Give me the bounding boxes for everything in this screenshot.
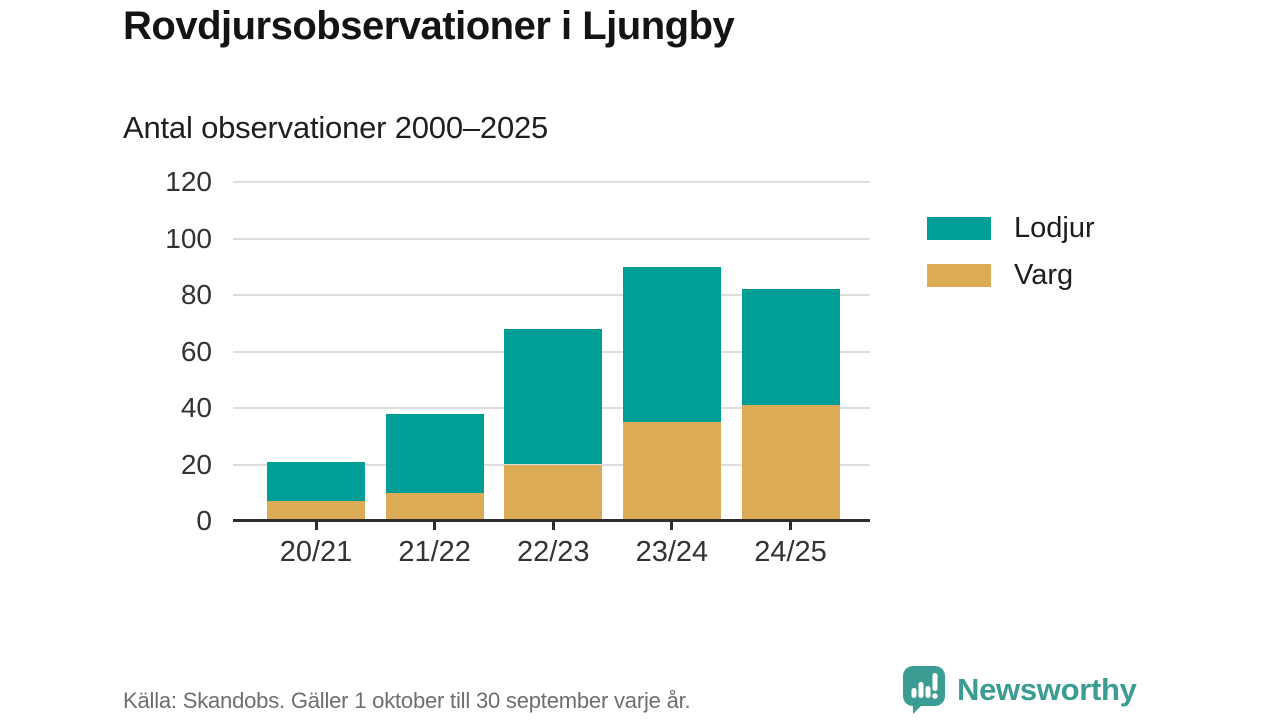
- bar-segment-varg-21-22: [385, 492, 484, 521]
- y-axis-label: 20: [180, 448, 212, 480]
- bar-segment-lodjur-23-24: [622, 266, 721, 423]
- legend-swatch-varg: [927, 264, 991, 287]
- bar-segment-varg-23-24: [622, 422, 721, 521]
- bar-chart-plot-area: 0 20 40 60 80 100 120 20/21 21/22 22/23 23/24 24/25: [165, 168, 870, 568]
- bar-segment-lodjur-22-23: [504, 328, 603, 465]
- newsworthy-bubble-icon: [903, 666, 945, 714]
- gridline: [233, 237, 870, 240]
- gridline: [233, 181, 870, 183]
- bar-segment-varg-22-23: [504, 464, 603, 521]
- x-axis-tick: [433, 521, 437, 530]
- x-axis-tick: [551, 521, 555, 530]
- y-axis-label: 120: [165, 166, 212, 197]
- x-axis-tick: [670, 521, 674, 530]
- bar-segment-varg-24-25: [741, 405, 840, 521]
- bar-segment-lodjur-20-21: [267, 461, 365, 502]
- y-axis-label: 100: [165, 222, 212, 254]
- gridline: [233, 294, 870, 296]
- y-axis-label: 40: [180, 392, 212, 423]
- source-note: Källa: Skandobs. Gäller 1 oktober till 3…: [123, 688, 691, 713]
- legend-item-lodjur: Lodjur: [927, 212, 1095, 244]
- legend-swatch-lodjur: [927, 217, 991, 240]
- y-axis-label: 80: [180, 279, 212, 310]
- chart-subtitle: Antal observationer 2000–2025: [123, 110, 549, 145]
- newsworthy-logo[interactable]: Newsworthy: [903, 666, 1137, 714]
- bar-segment-lodjur-24-25: [741, 289, 840, 406]
- bar-segment-varg-20-21: [267, 501, 365, 521]
- legend-item-varg: Varg: [927, 259, 1095, 291]
- x-axis-label: 24/25: [754, 536, 827, 568]
- y-axis-label: 0: [196, 505, 212, 536]
- legend-label: Varg: [1014, 259, 1074, 291]
- x-axis-label: 22/23: [516, 536, 590, 568]
- bar-segment-lodjur-21-22: [385, 413, 484, 493]
- x-axis-line: [233, 519, 870, 522]
- x-axis-tick: [789, 521, 793, 530]
- x-axis-tick: [314, 521, 318, 530]
- chart-legend: Lodjur Varg: [927, 212, 1095, 311]
- x-axis-label: 23/24: [635, 536, 709, 568]
- x-axis-label: 20/21: [279, 536, 353, 568]
- newsworthy-wordmark: Newsworthy: [957, 672, 1137, 707]
- chart-title: Rovdjursobservationer i Ljungby: [123, 4, 735, 48]
- y-axis-label: 60: [180, 335, 212, 367]
- x-axis-label: 21/22: [398, 536, 471, 568]
- legend-label: Lodjur: [1014, 212, 1095, 244]
